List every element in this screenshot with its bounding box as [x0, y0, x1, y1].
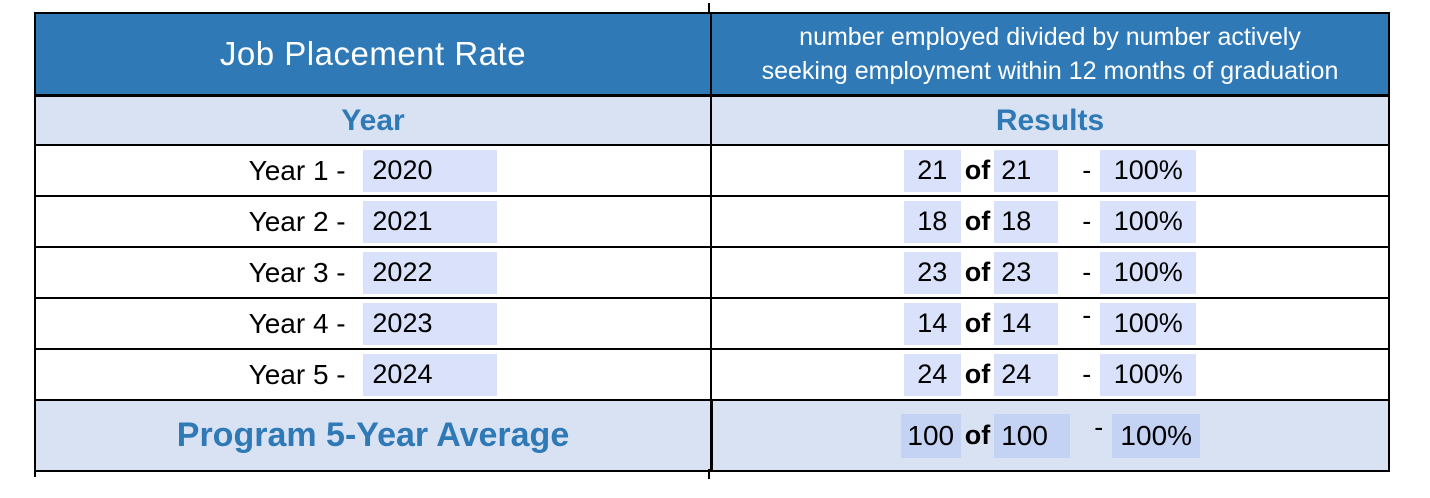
rate-field[interactable]: 100% [1112, 413, 1201, 458]
year-row-label: Year 4 - [248, 307, 354, 339]
year-row-label: Year 5 - [248, 358, 354, 390]
border-artifact [708, 469, 710, 479]
rate-field[interactable]: 100% [1100, 251, 1197, 294]
year-cell: Year 2 - 2021 [36, 197, 710, 246]
job-placement-table: Job Placement Rate number employed divid… [34, 12, 1390, 472]
program-average-results-cell: 100 of 100 - 100% [710, 401, 1388, 470]
column-header-row: Year Results [36, 94, 1388, 144]
results-cell: 18 of 18 - 100% [710, 197, 1388, 246]
of-label: of [964, 359, 991, 389]
results-column-header: Results [995, 103, 1105, 137]
dash: - [1094, 412, 1104, 442]
of-label: of [964, 420, 991, 450]
dash: - [1082, 257, 1092, 287]
employed-field[interactable]: 14 [903, 302, 961, 345]
seeking-field[interactable]: 24 [994, 353, 1059, 396]
definition-line-2: seeking employment within 12 months of g… [761, 57, 1339, 85]
table-title: Job Placement Rate [219, 35, 527, 72]
year-header-cell: Year [36, 97, 710, 144]
year-field[interactable]: 2021 [363, 200, 498, 243]
rate-field[interactable]: 100% [1100, 353, 1197, 396]
employed-field[interactable]: 23 [903, 251, 961, 294]
definition-line-1: number employed divided by number active… [799, 23, 1301, 51]
program-average-label-cell: Program 5-Year Average [36, 401, 710, 470]
year-row-label: Year 2 - [248, 205, 354, 237]
year-field[interactable]: 2023 [363, 302, 498, 345]
seeking-field[interactable]: 23 [994, 251, 1059, 294]
of-label: of [964, 257, 991, 287]
seeking-field[interactable]: 100 [994, 413, 1071, 458]
results-cell: 23 of 23 - 100% [710, 248, 1388, 297]
year-field[interactable]: 2022 [363, 251, 498, 294]
year-cell: Year 5 - 2024 [36, 350, 710, 399]
of-label: of [964, 155, 991, 185]
dash: - [1082, 359, 1092, 389]
rate-field[interactable]: 100% [1100, 200, 1197, 243]
rate-field[interactable]: 100% [1100, 302, 1197, 345]
dash: - [1082, 300, 1092, 330]
seeking-field[interactable]: 18 [994, 200, 1059, 243]
table-row: Year 4 - 2023 14 of 14 - 100% [36, 297, 1388, 348]
results-cell: 14 of 14 - 100% [710, 299, 1388, 348]
of-label: of [964, 206, 991, 236]
employed-field[interactable]: 18 [903, 200, 961, 243]
year-row-label: Year 3 - [248, 256, 354, 288]
rate-field[interactable]: 100% [1100, 149, 1197, 192]
employed-field[interactable]: 100 [900, 413, 961, 458]
table-row: Year 5 - 2024 24 of 24 - 100% [36, 348, 1388, 399]
year-column-header: Year [341, 103, 405, 137]
table-row: Year 2 - 2021 18 of 18 - 100% [36, 195, 1388, 246]
program-average-row: Program 5-Year Average 100 of 100 - 100% [36, 399, 1388, 470]
dash: - [1082, 206, 1092, 236]
dash: - [1082, 155, 1092, 185]
title-cell: Job Placement Rate [36, 14, 710, 94]
results-cell: 21 of 21 - 100% [710, 146, 1388, 195]
table-row: Year 3 - 2022 23 of 23 - 100% [36, 246, 1388, 297]
border-artifact [708, 3, 710, 13]
year-row-label: Year 1 - [248, 154, 354, 186]
table-header-row: Job Placement Rate number employed divid… [36, 14, 1388, 94]
year-cell: Year 4 - 2023 [36, 299, 710, 348]
year-cell: Year 1 - 2020 [36, 146, 710, 195]
seeking-field[interactable]: 14 [994, 302, 1059, 345]
program-average-label: Program 5-Year Average [176, 416, 570, 454]
table-row: Year 1 - 2020 21 of 21 - 100% [36, 144, 1388, 195]
of-label: of [964, 308, 991, 338]
border-artifact [34, 469, 36, 477]
employed-field[interactable]: 24 [903, 353, 961, 396]
year-field[interactable]: 2024 [363, 353, 498, 396]
definition-cell: number employed divided by number active… [710, 14, 1388, 94]
year-field[interactable]: 2020 [363, 149, 498, 192]
results-header-cell: Results [710, 97, 1388, 144]
results-cell: 24 of 24 - 100% [710, 350, 1388, 399]
year-cell: Year 3 - 2022 [36, 248, 710, 297]
employed-field[interactable]: 21 [903, 149, 961, 192]
seeking-field[interactable]: 21 [994, 149, 1059, 192]
